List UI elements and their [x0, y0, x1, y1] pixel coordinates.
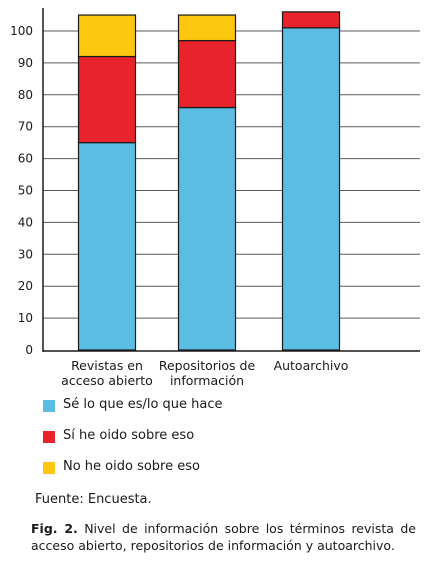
y-tick-label: 60: [18, 152, 33, 166]
bar-segment: [77, 55, 137, 144]
y-tick-label: 40: [18, 215, 33, 229]
x-tick-label: Repositorios de información: [159, 358, 256, 388]
bars: [77, 11, 341, 351]
legend-swatch: [43, 462, 55, 474]
x-tick-label-line: Revistas en: [71, 358, 143, 373]
bar-segment: [177, 14, 237, 42]
bar-segment: [177, 39, 237, 109]
legend-label: Sé lo que es/lo que hace: [63, 397, 223, 412]
x-tick-label-line: Repositorios de: [159, 358, 256, 373]
bar-segment: [77, 14, 137, 58]
bar-segment: [281, 27, 341, 351]
x-tick-label-line: acceso abierto: [61, 373, 153, 388]
y-tick-label: 10: [18, 311, 33, 325]
x-tick-label: Revistas en acceso abierto: [61, 358, 153, 388]
y-tick-label: 0: [25, 343, 33, 357]
figure-caption-text: Nivel de información sobre los términos …: [31, 521, 416, 553]
y-tick-label: 70: [18, 120, 33, 134]
source-note: Fuente: Encuesta.: [35, 492, 152, 507]
y-tick-labels: 0 10 20 30 40 50 60 70 80 90 100: [10, 24, 33, 357]
bar-segment: [77, 142, 137, 351]
legend-swatch: [43, 431, 55, 443]
x-tick-label: Autoarchivo: [274, 358, 349, 373]
y-tick-label: 20: [18, 279, 33, 293]
x-tick-label-line: información: [170, 373, 244, 388]
bar-segment: [177, 106, 237, 351]
y-tick-label: 90: [18, 56, 33, 70]
figure-label: Fig. 2.: [31, 521, 78, 536]
y-tick-label: 80: [18, 88, 33, 102]
legend-swatch: [43, 400, 55, 412]
y-tick-label: 30: [18, 247, 33, 261]
legend-label: Sí he oido sobre eso: [63, 428, 195, 443]
bar-segment: [281, 11, 341, 29]
axes: [42, 8, 420, 352]
y-tick-label: 50: [18, 184, 33, 198]
figure-caption: Fig. 2. Nivel de información sobre los t…: [31, 520, 416, 554]
y-tick-label: 100: [10, 24, 33, 38]
legend-label: No he oido sobre eso: [63, 459, 200, 474]
x-tick-label-line: Autoarchivo: [274, 358, 349, 373]
stacked-bar-chart: 0 10 20 30 40 50 60 70 80 90 100 Revistas en acceso…: [10, 8, 420, 388]
